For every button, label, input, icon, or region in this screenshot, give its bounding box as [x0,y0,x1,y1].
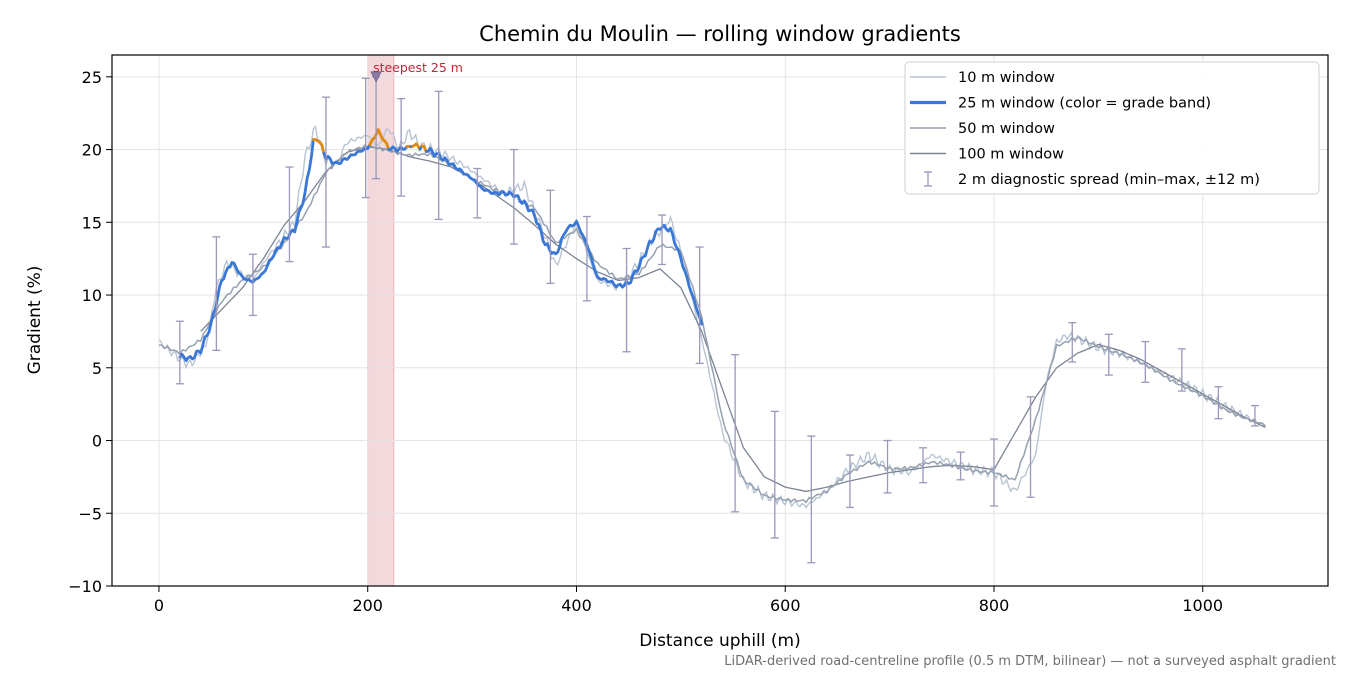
legend: 10 m window 25 m window (color = grade ba… [904,61,1320,195]
x-axis-label: Distance uphill (m) [639,631,800,651]
series-25m-segment [424,146,704,326]
plot-frame [111,54,1329,587]
chart-title: Chemin du Moulin — rolling window gradie… [479,22,961,46]
x-tick-label: 400 [561,596,592,615]
series-25m-segment [322,143,372,165]
y-tick-label: 5 [92,359,102,378]
highlight-layer [367,54,395,587]
series-25m-steep-segment [411,142,422,151]
steepest-annotation: steepest 25 m [373,60,463,75]
axes: 0 200 400 600 800 1000 −10 −5 0 5 10 15 20 25 [68,54,1329,615]
y-tick-label: 20 [82,141,102,160]
y-tick-label: 10 [82,286,102,305]
series-25m-steep-segment [420,144,428,153]
series-50m-line [159,143,1266,504]
legend-100m-label: 100 m window [958,147,1064,163]
x-tick-label: 1000 [1182,596,1223,615]
y-tick-label: −10 [68,577,102,596]
series-25m-steep-segment [368,128,390,151]
steepest-marker [370,71,382,83]
legend-spread-label: 2 m diagnostic spread (min–max, ±12 m) [958,172,1260,188]
footnote: LiDAR-derived road-centreline profile (0… [724,654,1336,669]
series-25m-steep-segment [312,138,326,155]
x-tick-label: 0 [154,596,164,615]
legend-25m-label: 25 m window (color = grade band) [958,96,1211,112]
legend-50m-label: 50 m window [958,121,1055,137]
y-tick-label: 0 [92,432,102,451]
series-100m-line [200,146,1266,493]
series-25m-segment [387,145,409,153]
y-axis-label: Gradient (%) [25,266,45,375]
series-25m-segment [178,138,315,363]
x-tick-label: 200 [352,596,383,615]
x-tick-label: 800 [979,596,1010,615]
x-tick-label: 600 [770,596,801,615]
y-tick-label: 15 [82,213,102,232]
legend-10m-label: 10 m window [958,70,1055,86]
y-tick-label: −5 [78,504,102,523]
highlight-band [367,54,395,587]
y-tick-label: 25 [82,68,102,87]
legend-box [904,61,1320,195]
series-layer: steepest 25 m [158,60,1266,564]
